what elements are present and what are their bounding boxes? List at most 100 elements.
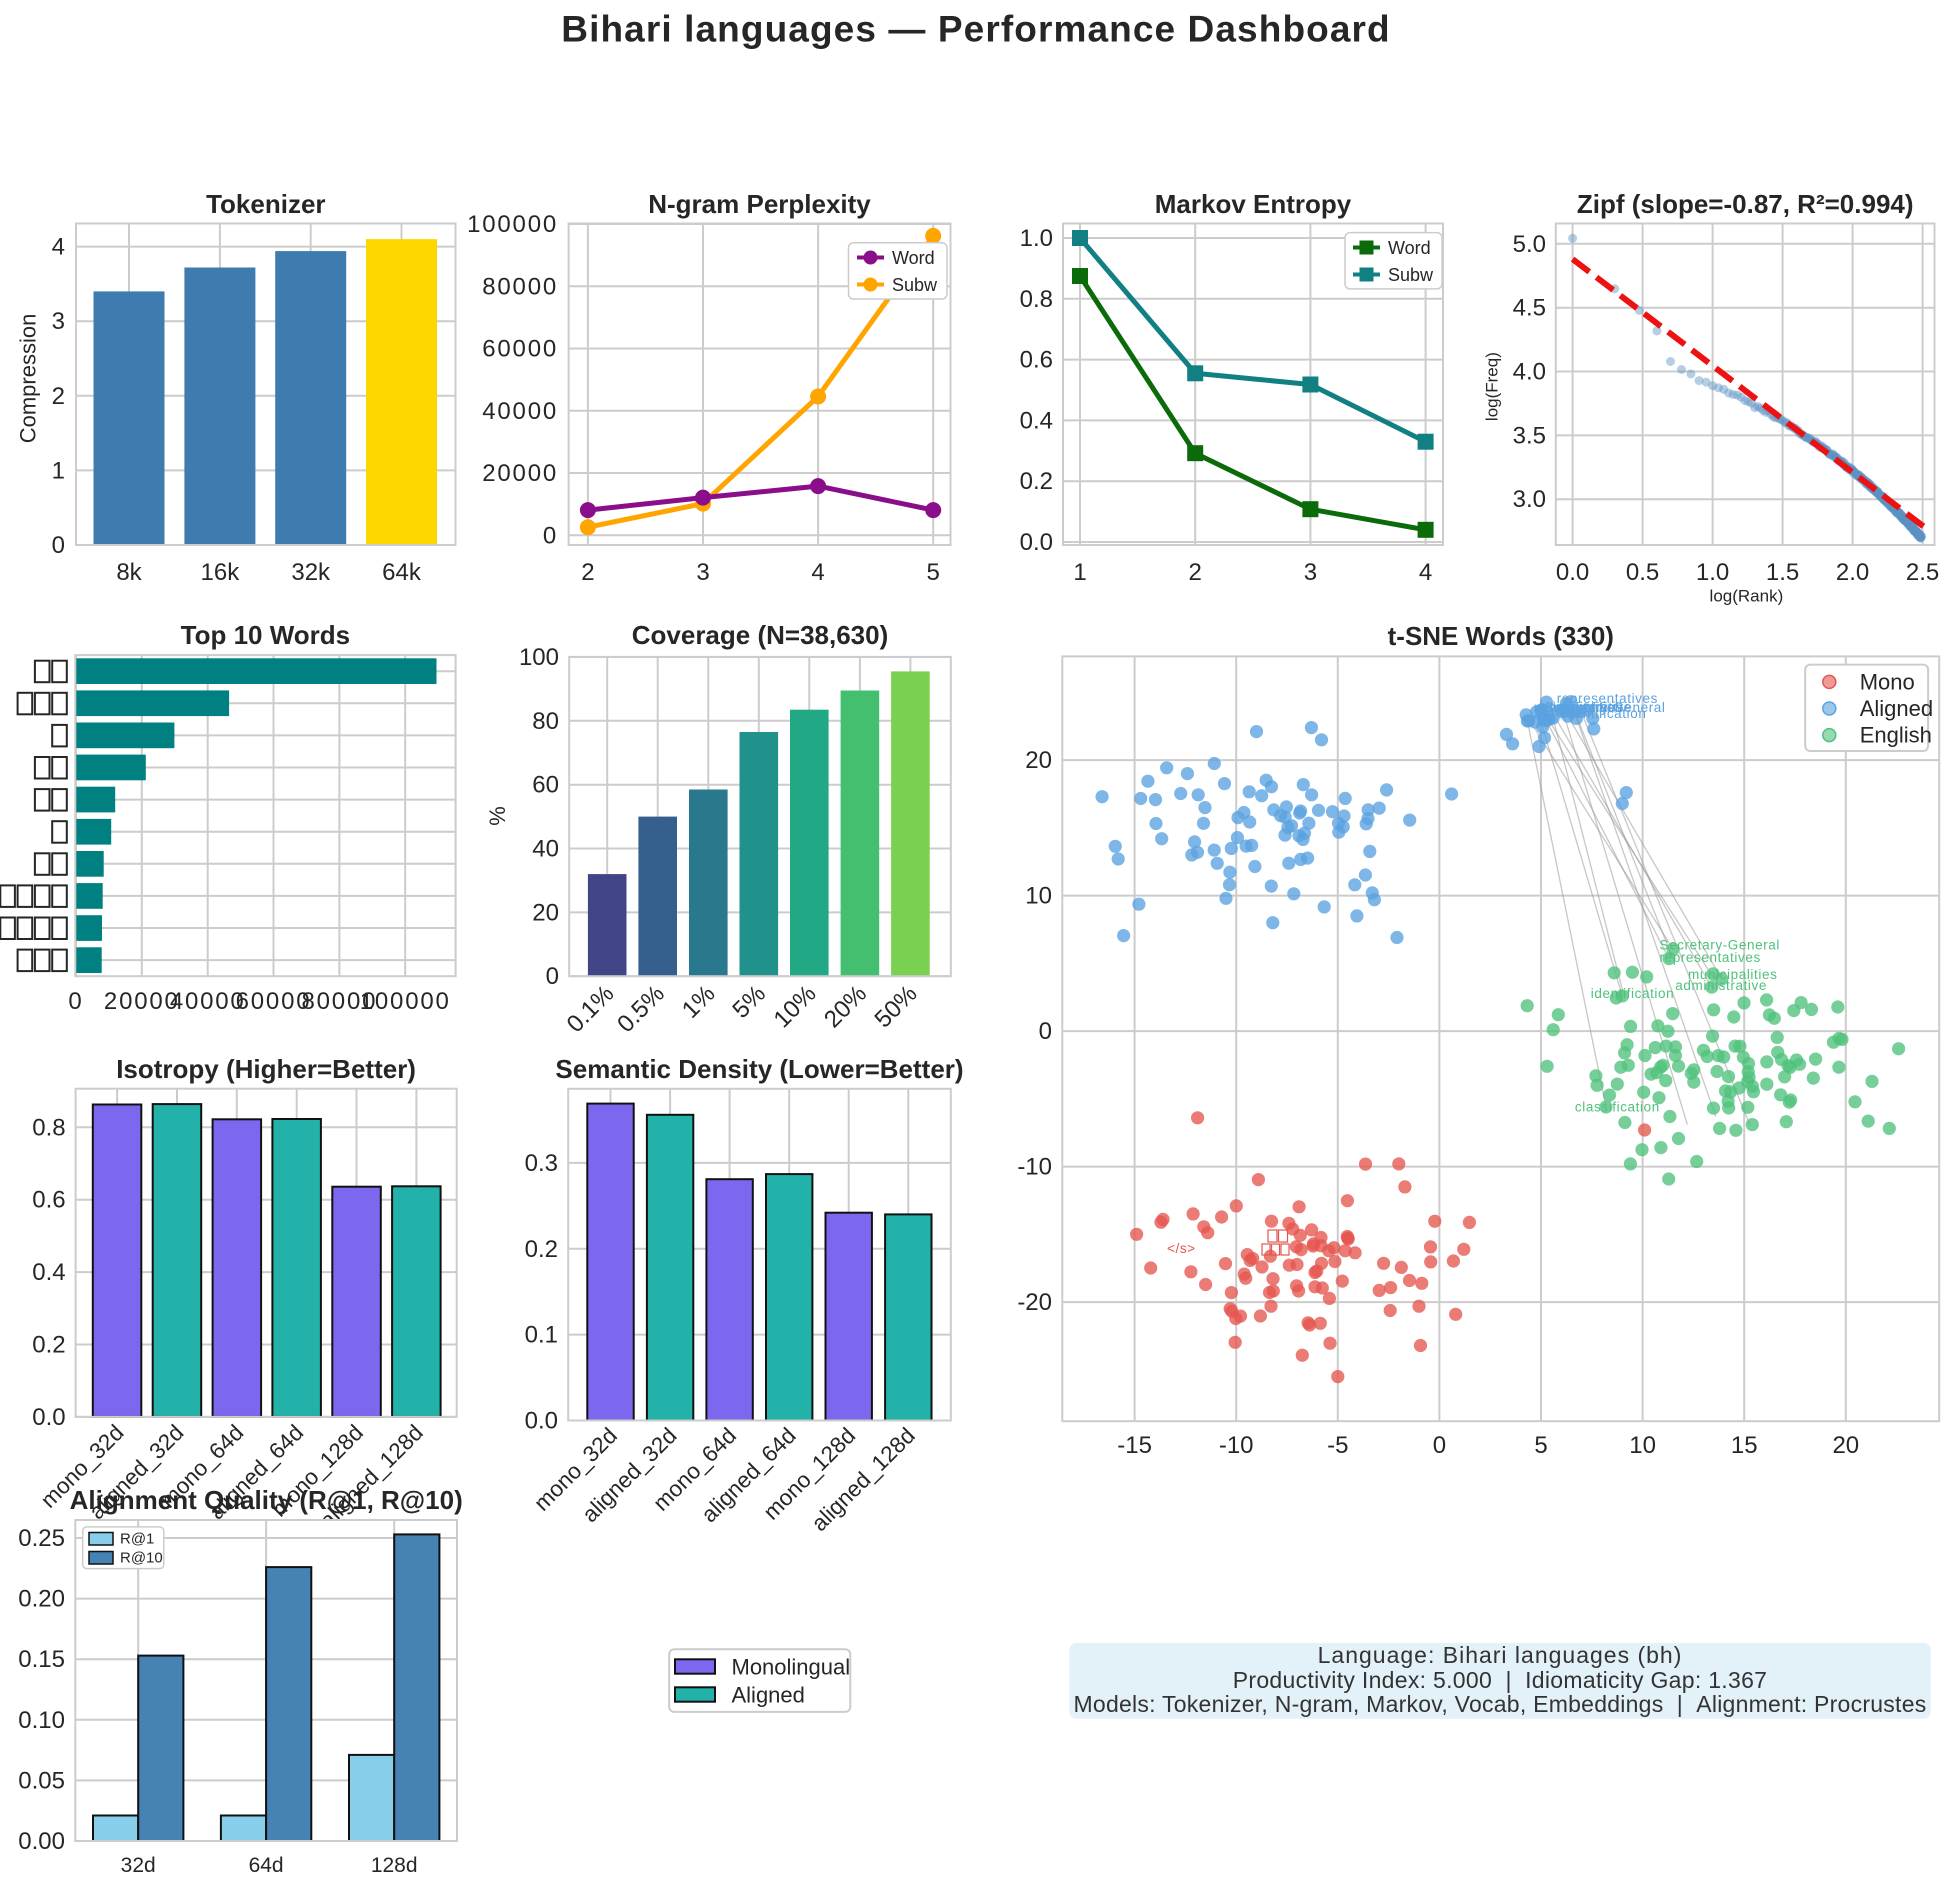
svg-text:administrative: administrative	[1675, 978, 1767, 993]
svg-text:Aligned: Aligned	[732, 1683, 805, 1708]
svg-text:3: 3	[696, 559, 709, 586]
svg-text:0: 0	[1039, 1018, 1052, 1045]
svg-text:64d: 64d	[249, 1854, 284, 1877]
svg-text:80: 80	[532, 708, 559, 735]
svg-text:Secretary-General: Secretary-General	[1660, 938, 1781, 953]
svg-text:</s>: </s>	[1167, 1241, 1196, 1256]
svg-text:t-SNE Words (330): t-SNE Words (330)	[1388, 621, 1614, 651]
svg-text:Tokenizer: Tokenizer	[206, 189, 325, 219]
svg-text:0: 0	[1433, 1432, 1446, 1459]
svg-text:Aligned: Aligned	[1860, 696, 1933, 721]
svg-text:R@1: R@1	[120, 1531, 154, 1548]
svg-text:-5: -5	[1327, 1432, 1348, 1459]
svg-text:10: 10	[1629, 1432, 1656, 1459]
svg-text:0: 0	[52, 532, 65, 559]
svg-text:16k: 16k	[201, 559, 241, 586]
svg-text:%: %	[485, 806, 510, 826]
svg-text:representatives: representatives	[1557, 691, 1658, 706]
svg-text:Top 10 Words: Top 10 Words	[181, 620, 351, 650]
svg-text:2: 2	[1189, 559, 1202, 586]
svg-text:4: 4	[811, 559, 824, 586]
svg-text:100: 100	[519, 644, 559, 671]
svg-text:100000: 100000	[360, 988, 451, 1015]
svg-text:60: 60	[532, 772, 559, 799]
svg-text:40000: 40000	[170, 988, 246, 1015]
svg-text:0.2: 0.2	[32, 1332, 65, 1359]
svg-text:log(Rank): log(Rank)	[1710, 587, 1784, 606]
svg-text:128d: 128d	[371, 1854, 418, 1877]
svg-text:Markov Entropy: Markov Entropy	[1155, 189, 1352, 219]
svg-text:0: 0	[68, 988, 83, 1015]
svg-text:0.25: 0.25	[18, 1525, 65, 1552]
svg-text:20: 20	[532, 899, 559, 926]
svg-text:Models: Tokenizer, N-gram, Mar: Models: Tokenizer, N-gram, Markov, Vocab…	[1074, 1691, 1927, 1717]
svg-text:1: 1	[1073, 559, 1086, 586]
svg-text:32k: 32k	[291, 559, 331, 586]
svg-text:0.0: 0.0	[32, 1404, 65, 1431]
svg-text:80000: 80000	[302, 988, 378, 1015]
svg-text:0.8: 0.8	[1020, 286, 1053, 313]
svg-text:5: 5	[1534, 1432, 1547, 1459]
svg-text:3: 3	[1304, 559, 1317, 586]
svg-text:0.20: 0.20	[18, 1586, 65, 1613]
svg-text:0.2: 0.2	[525, 1236, 558, 1263]
svg-text:-10: -10	[1017, 1154, 1052, 1181]
svg-text:0.6: 0.6	[32, 1187, 65, 1214]
svg-text:Word: Word	[892, 248, 935, 268]
svg-text:8k: 8k	[116, 559, 142, 586]
svg-text:20000: 20000	[482, 460, 558, 487]
svg-text:0.0: 0.0	[525, 1408, 558, 1435]
svg-text:1.5: 1.5	[1766, 559, 1799, 586]
svg-text:identification: identification	[1591, 986, 1674, 1001]
svg-text:municipalities: municipalities	[1534, 700, 1623, 715]
svg-text:0.8: 0.8	[32, 1114, 65, 1141]
svg-text:0.4: 0.4	[32, 1259, 65, 1286]
svg-text:4.5: 4.5	[1513, 295, 1546, 322]
svg-text:1.0: 1.0	[1696, 559, 1729, 586]
svg-text:4: 4	[52, 234, 65, 261]
svg-text:2.0: 2.0	[1836, 559, 1869, 586]
svg-text:identification: identification	[1563, 706, 1646, 721]
svg-text:English: English	[1860, 723, 1932, 748]
svg-text:Subw: Subw	[892, 275, 938, 295]
svg-text:0.6: 0.6	[1020, 347, 1053, 374]
svg-text:4.0: 4.0	[1513, 359, 1546, 386]
svg-text:60000: 60000	[482, 336, 558, 363]
svg-text:40: 40	[532, 836, 559, 863]
svg-text:Mono: Mono	[1860, 669, 1915, 694]
svg-text:Alignment Quality (R@1, R@10): Alignment Quality (R@1, R@10)	[70, 1485, 463, 1515]
svg-text:log(Freq): log(Freq)	[1483, 352, 1502, 421]
svg-text:0.00: 0.00	[18, 1828, 65, 1855]
svg-text:Monolingual: Monolingual	[732, 1655, 851, 1680]
svg-text:60000: 60000	[236, 988, 312, 1015]
svg-text:Subw: Subw	[1388, 265, 1434, 285]
svg-text:R@10: R@10	[120, 1550, 163, 1567]
svg-text:0.10: 0.10	[18, 1707, 65, 1734]
svg-text:Secretary-General: Secretary-General	[1545, 700, 1666, 715]
svg-text:3.5: 3.5	[1513, 422, 1546, 449]
svg-text:N-gram Perplexity: N-gram Perplexity	[648, 189, 871, 219]
svg-text:3: 3	[52, 308, 65, 335]
svg-text:10: 10	[1025, 883, 1052, 910]
svg-text:0.1: 0.1	[525, 1322, 558, 1349]
svg-text:0: 0	[546, 963, 559, 990]
svg-text:5.0: 5.0	[1513, 231, 1546, 258]
svg-text:Zipf (slope=-0.87, R²=0.994): Zipf (slope=-0.87, R²=0.994)	[1577, 189, 1914, 219]
svg-text:0.4: 0.4	[1020, 407, 1053, 434]
svg-text:0.0: 0.0	[1556, 559, 1589, 586]
svg-text:15: 15	[1731, 1432, 1758, 1459]
svg-text:1: 1	[52, 457, 65, 484]
svg-text:20: 20	[1832, 1432, 1859, 1459]
svg-text:Coverage (N=38,630): Coverage (N=38,630)	[632, 620, 889, 650]
svg-text:32d: 32d	[121, 1854, 156, 1877]
svg-text:Word: Word	[1388, 238, 1431, 258]
svg-text:4: 4	[1419, 559, 1432, 586]
svg-text:classification: classification	[1575, 1099, 1660, 1114]
svg-text:representatives: representatives	[1660, 950, 1761, 965]
svg-text:municipalities: municipalities	[1688, 967, 1777, 982]
svg-text:Compression: Compression	[16, 314, 41, 444]
svg-text:100000: 100000	[467, 211, 558, 238]
svg-text:0.05: 0.05	[18, 1767, 65, 1794]
svg-text:administrative: administrative	[1540, 699, 1632, 714]
svg-text:-20: -20	[1017, 1289, 1052, 1316]
